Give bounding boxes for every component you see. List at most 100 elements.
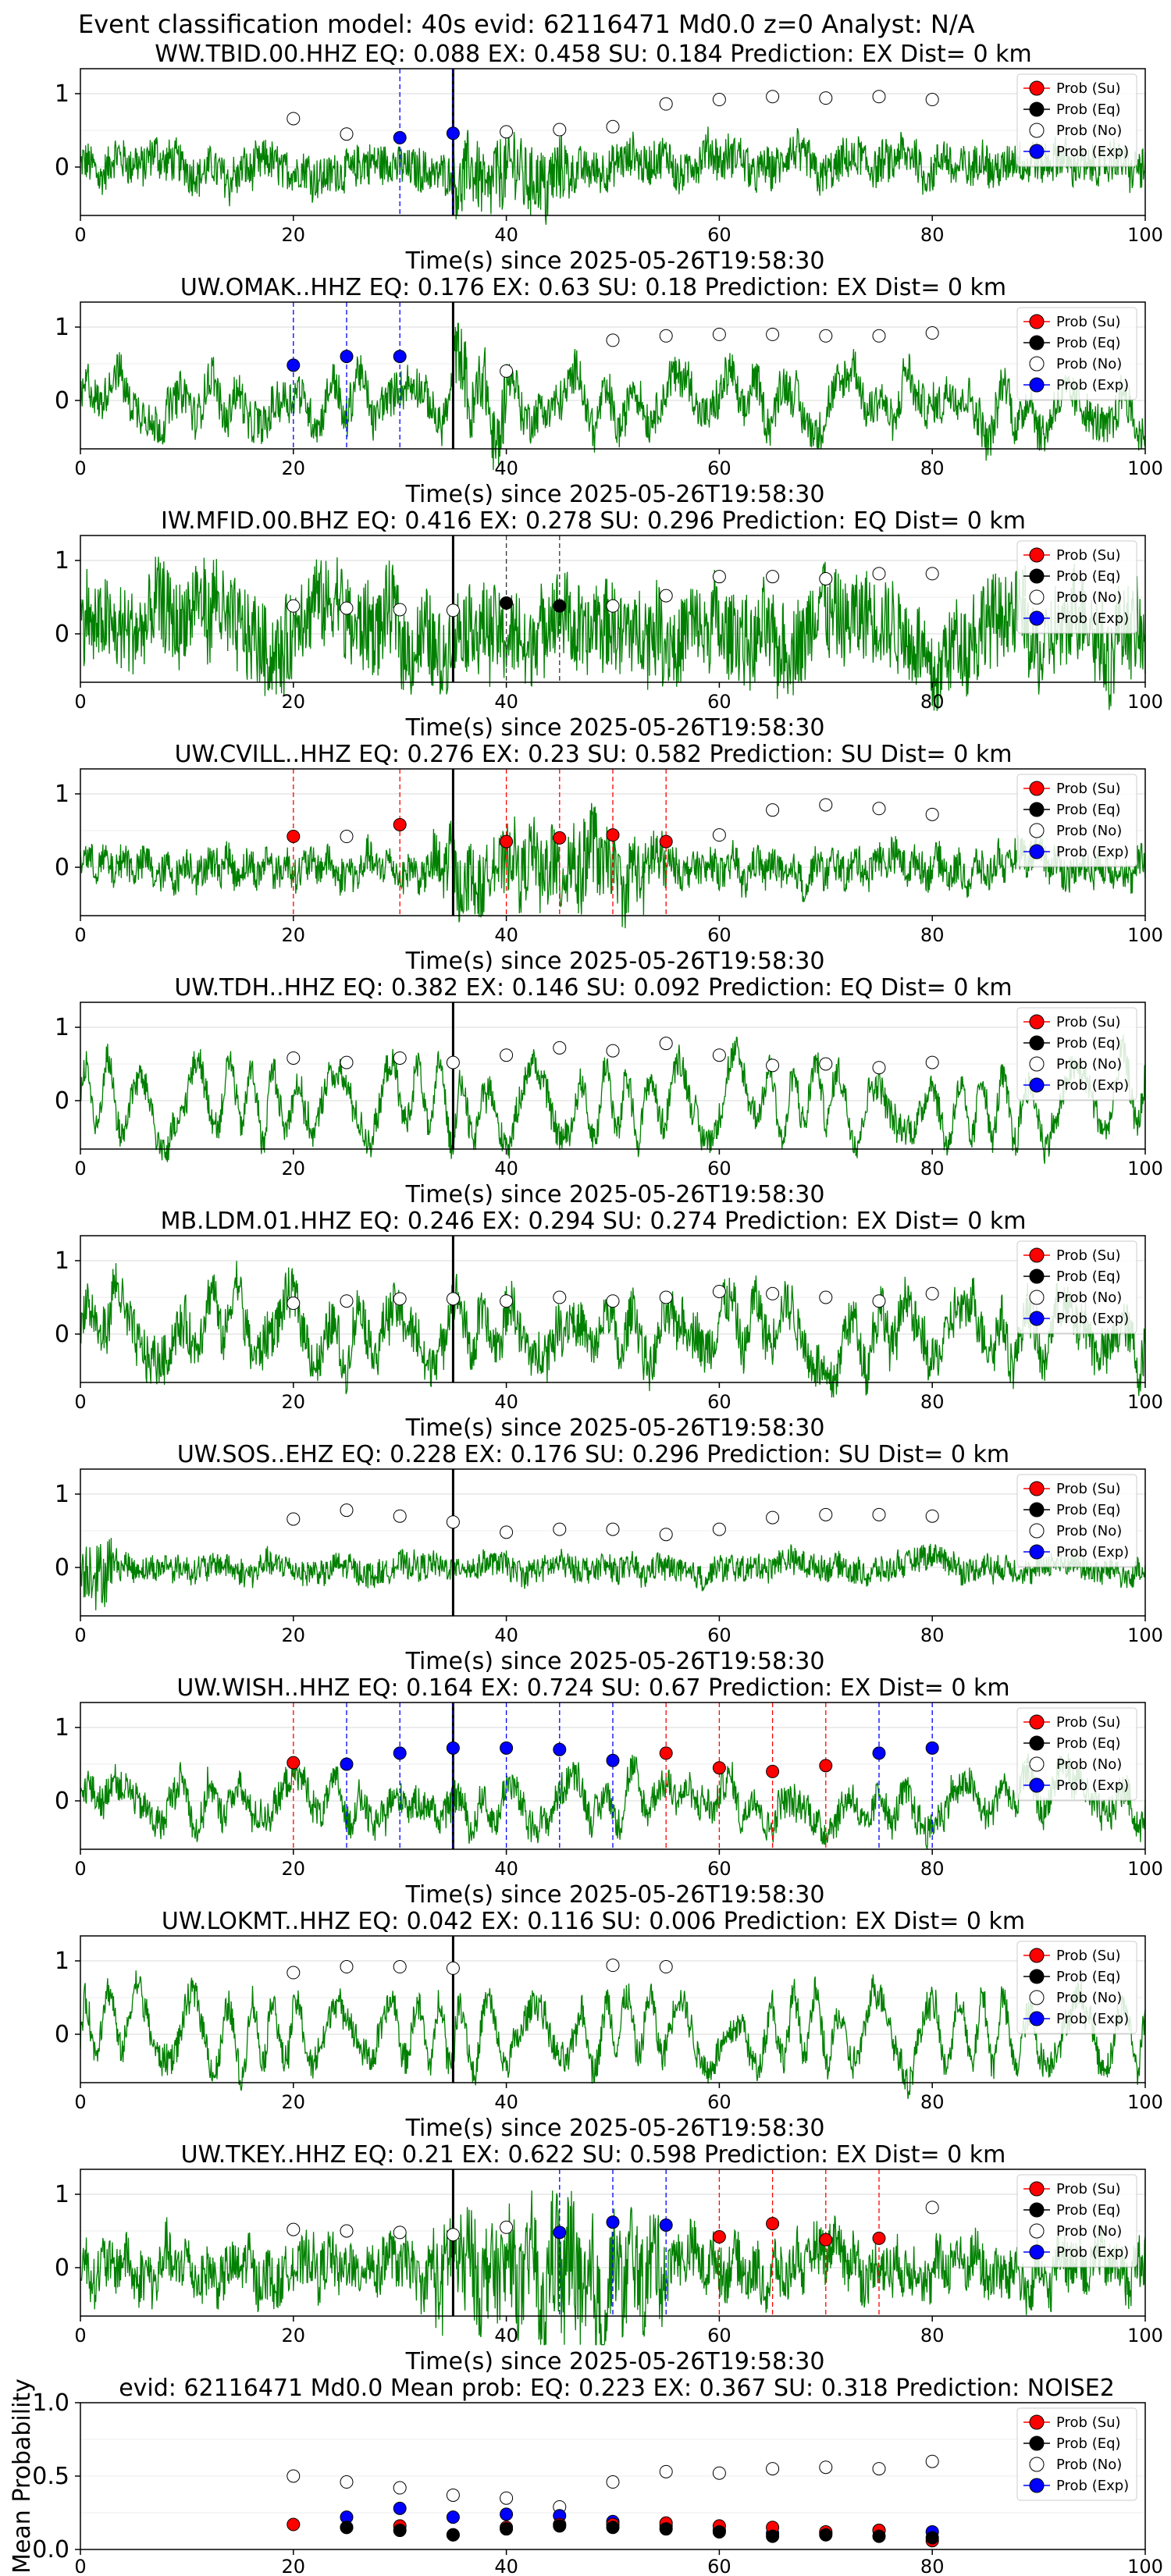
- mean-eq-point: [553, 2519, 567, 2533]
- legend-label: Prob (Su): [1056, 1481, 1121, 1497]
- exp-prob-point: [925, 1741, 939, 1755]
- x-tick-label: 100: [1127, 691, 1163, 713]
- legend-marker: [1029, 1035, 1045, 1051]
- y-axis-label: Mean Probability: [9, 2379, 36, 2574]
- mean-no-point: [712, 2466, 726, 2480]
- legend-marker: [1029, 101, 1045, 117]
- su-prob-point: [659, 834, 673, 849]
- legend-label: Prob (Eq): [1056, 101, 1121, 118]
- no-prob-point: [819, 329, 833, 343]
- x-tick-label: 20: [282, 2325, 306, 2347]
- legend-marker: [1029, 2011, 1045, 2026]
- no-prob-point: [819, 572, 833, 585]
- legend-label: Prob (Exp): [1056, 844, 1129, 860]
- no-prob-point: [872, 90, 886, 104]
- su-prob-point: [872, 2231, 886, 2245]
- x-tick-label: 60: [707, 224, 731, 246]
- su-prob-point: [819, 1759, 833, 1773]
- x-tick-label: 80: [920, 924, 945, 946]
- legend-label: Prob (No): [1056, 356, 1122, 372]
- legend-marker: [1029, 547, 1045, 563]
- legend-box: [1016, 540, 1137, 634]
- no-prob-point: [872, 1294, 886, 1308]
- x-tick-label: 100: [1127, 2091, 1163, 2113]
- y-tick-label: 1: [55, 1247, 69, 1275]
- no-prob-point: [712, 327, 726, 341]
- legend-label: Prob (Exp): [1056, 610, 1129, 627]
- no-prob-point: [659, 589, 673, 603]
- mean-eq-point: [606, 2521, 620, 2535]
- x-tick-label: 40: [494, 224, 518, 246]
- mean-panel: evid: 62116471 Md0.0 Mean prob: EQ: 0.22…: [9, 2375, 1163, 2576]
- su-prob-point: [819, 2233, 833, 2247]
- axes-frame: [80, 1935, 1146, 2083]
- legend-marker: [1029, 1990, 1045, 2005]
- no-prob-point: [606, 599, 620, 613]
- x-axis-label: Time(s) since 2025-05-26T19:58:30: [405, 1881, 825, 1909]
- legend-label: Prob (Exp): [1056, 2244, 1129, 2261]
- no-prob-point: [606, 333, 620, 347]
- x-tick-label: 40: [494, 924, 518, 946]
- legend-label: Prob (Exp): [1056, 1077, 1129, 1094]
- panels-group: WW.TBID.00.HHZ EQ: 0.088 EX: 0.458 SU: 0…: [9, 41, 1163, 2576]
- x-tick-label: 60: [707, 924, 731, 946]
- legend-marker: [1029, 1714, 1045, 1730]
- panel-6: MB.LDM.01.HHZ EQ: 0.246 EX: 0.294 SU: 0.…: [55, 1208, 1163, 1442]
- no-prob-point: [446, 1055, 460, 1069]
- su-prob-point: [500, 834, 514, 849]
- no-prob-point: [446, 1292, 460, 1306]
- no-prob-point: [659, 1528, 673, 1542]
- legend-label: Prob (No): [1056, 1990, 1122, 2006]
- legend-marker: [1029, 1948, 1045, 1963]
- legend-marker: [1029, 1523, 1045, 1539]
- y-tick-label: 1.0: [32, 2389, 69, 2417]
- su-prob-point: [553, 831, 567, 845]
- exp-prob-point: [340, 1757, 354, 1771]
- mean-no-point: [606, 2475, 620, 2489]
- y-tick-label: 1: [55, 80, 69, 108]
- legend-marker: [1029, 2414, 1045, 2430]
- legend-marker: [1029, 356, 1045, 372]
- legend-box: [1016, 2174, 1137, 2268]
- no-prob-point: [287, 1297, 301, 1311]
- no-prob-point: [872, 802, 886, 816]
- panel-1: WW.TBID.00.HHZ EQ: 0.088 EX: 0.458 SU: 0…: [55, 41, 1163, 275]
- no-prob-point: [925, 807, 939, 821]
- waveform-trace: [80, 1034, 1146, 1164]
- legend-label: Prob (Eq): [1056, 1735, 1121, 1752]
- x-axis-label: Time(s) since 2025-05-26T19:58:30: [405, 948, 825, 975]
- x-tick-label: 20: [282, 1858, 306, 1880]
- x-tick-label: 80: [920, 224, 945, 246]
- no-prob-point: [819, 1507, 833, 1521]
- x-tick-label: 100: [1127, 2325, 1163, 2347]
- panel-9: UW.LOKMT..HHZ EQ: 0.042 EX: 0.116 SU: 0.…: [55, 1908, 1163, 2142]
- no-prob-point: [393, 1051, 407, 1065]
- panel-title: UW.SOS..EHZ EQ: 0.228 EX: 0.176 SU: 0.29…: [177, 1441, 1009, 1468]
- x-tick-label: 40: [494, 2091, 518, 2113]
- figure-suptitle: Event classification model: 40s evid: 62…: [78, 9, 975, 39]
- mean-eq-point: [340, 2521, 354, 2535]
- legend-marker: [1029, 610, 1045, 626]
- no-prob-point: [766, 803, 780, 817]
- mean-no-point: [500, 2491, 514, 2505]
- panel-10: UW.TKEY..HHZ EQ: 0.21 EX: 0.622 SU: 0.59…: [55, 2141, 1163, 2375]
- legend-marker: [1029, 2478, 1045, 2493]
- legend-label: Prob (Su): [1056, 1948, 1121, 1964]
- no-prob-point: [712, 828, 726, 842]
- no-prob-point: [819, 798, 833, 812]
- panel-title: MB.LDM.01.HHZ EQ: 0.246 EX: 0.294 SU: 0.…: [161, 1208, 1027, 1235]
- legend-marker: [1029, 1268, 1045, 1284]
- mean-eq-point: [446, 2528, 460, 2542]
- no-prob-point: [659, 97, 673, 111]
- no-prob-point: [872, 1061, 886, 1075]
- mean-exp-point: [446, 2510, 460, 2524]
- legend-label: Prob (Exp): [1056, 2478, 1129, 2494]
- legend-marker: [1029, 1247, 1045, 1263]
- x-tick-label: 100: [1127, 224, 1163, 246]
- legend-label: Prob (Eq): [1056, 2202, 1121, 2218]
- legend-marker: [1029, 144, 1045, 159]
- x-tick-label: 0: [74, 224, 86, 246]
- no-prob-point: [500, 364, 514, 378]
- legend-label: Prob (Eq): [1056, 1268, 1121, 1285]
- x-tick-label: 40: [494, 457, 518, 479]
